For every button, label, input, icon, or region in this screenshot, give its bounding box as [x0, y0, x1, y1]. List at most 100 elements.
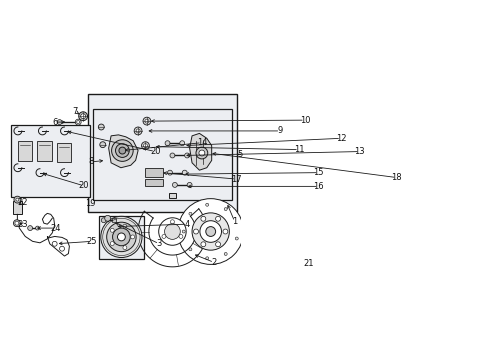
Text: 15: 15 [314, 168, 324, 177]
Circle shape [201, 242, 206, 247]
Circle shape [223, 229, 228, 234]
Circle shape [16, 198, 19, 201]
Circle shape [14, 196, 21, 203]
Circle shape [110, 228, 114, 232]
Bar [38, 141, 52, 161]
Bar [10, 125, 90, 197]
Circle shape [199, 150, 205, 156]
Text: 17: 17 [231, 175, 242, 184]
Circle shape [206, 203, 209, 206]
Circle shape [57, 120, 62, 125]
Circle shape [119, 147, 126, 154]
Circle shape [165, 141, 170, 146]
Bar [88, 94, 237, 212]
Text: 1: 1 [232, 217, 237, 226]
Circle shape [206, 226, 216, 237]
Circle shape [216, 242, 220, 247]
Circle shape [216, 216, 220, 221]
Text: 5: 5 [237, 150, 242, 159]
Bar [93, 109, 232, 200]
Text: 3: 3 [156, 239, 162, 248]
Bar [146, 168, 163, 176]
Circle shape [113, 228, 130, 246]
Circle shape [118, 233, 125, 241]
Circle shape [235, 237, 238, 240]
Text: 16: 16 [313, 182, 324, 191]
Bar [99, 216, 144, 260]
Bar [57, 143, 71, 162]
Circle shape [123, 224, 127, 228]
Circle shape [201, 216, 206, 221]
Circle shape [60, 246, 65, 251]
Circle shape [178, 199, 244, 264]
Circle shape [123, 246, 127, 249]
Circle shape [79, 112, 88, 121]
Circle shape [75, 119, 81, 125]
Text: 20: 20 [150, 147, 161, 156]
Bar [169, 193, 176, 198]
Circle shape [224, 252, 227, 256]
Text: 7: 7 [73, 107, 78, 116]
Circle shape [159, 218, 186, 245]
Circle shape [182, 230, 185, 233]
Bar [112, 218, 117, 222]
Circle shape [185, 153, 190, 158]
Circle shape [196, 147, 208, 159]
Text: 2: 2 [212, 258, 217, 267]
Text: 18: 18 [392, 173, 402, 182]
Text: 19: 19 [85, 199, 95, 208]
Circle shape [171, 220, 174, 224]
Circle shape [131, 235, 135, 239]
Text: 9: 9 [278, 126, 283, 135]
Circle shape [192, 213, 229, 250]
Circle shape [36, 226, 40, 230]
Circle shape [107, 222, 136, 252]
Text: 25: 25 [87, 237, 97, 246]
Text: 23: 23 [17, 220, 27, 229]
Text: 8: 8 [89, 157, 94, 166]
Polygon shape [109, 135, 138, 168]
Circle shape [52, 241, 57, 246]
Circle shape [13, 220, 20, 226]
Circle shape [112, 140, 133, 161]
Text: 24: 24 [50, 224, 61, 233]
Circle shape [100, 142, 106, 148]
Bar [18, 141, 32, 161]
Circle shape [224, 208, 227, 211]
Text: 14: 14 [196, 138, 207, 147]
Circle shape [101, 218, 106, 223]
Circle shape [101, 216, 142, 257]
Circle shape [134, 127, 142, 135]
Circle shape [110, 242, 114, 246]
Circle shape [179, 234, 183, 238]
Circle shape [142, 142, 149, 149]
Circle shape [143, 117, 151, 125]
Polygon shape [190, 134, 212, 170]
Text: 21: 21 [304, 259, 314, 268]
Circle shape [105, 215, 111, 221]
Text: 11: 11 [294, 145, 304, 154]
Text: 20: 20 [79, 181, 89, 190]
Circle shape [189, 248, 192, 251]
Circle shape [144, 144, 147, 148]
Circle shape [200, 221, 221, 242]
Circle shape [180, 141, 185, 146]
Text: 10: 10 [300, 116, 310, 125]
Circle shape [162, 234, 166, 238]
Bar [13, 201, 22, 214]
Circle shape [172, 183, 177, 187]
Text: 6: 6 [52, 118, 57, 127]
Circle shape [170, 153, 175, 158]
Circle shape [81, 114, 86, 119]
Circle shape [98, 124, 104, 130]
Circle shape [189, 212, 192, 215]
Circle shape [136, 129, 140, 133]
Text: 4: 4 [185, 220, 190, 229]
Circle shape [15, 221, 19, 225]
Circle shape [168, 170, 172, 175]
Text: 12: 12 [336, 134, 346, 143]
Circle shape [77, 121, 80, 123]
Circle shape [27, 226, 33, 230]
Circle shape [116, 144, 129, 157]
Text: 13: 13 [355, 147, 365, 156]
